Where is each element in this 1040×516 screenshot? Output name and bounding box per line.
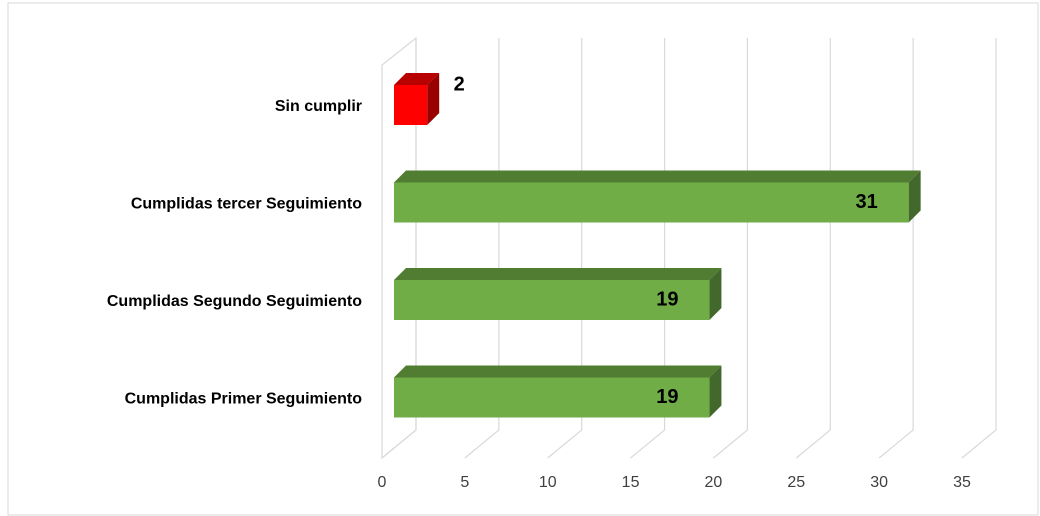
x-tick-label: 15 [622, 474, 640, 491]
side-wall [381, 36, 417, 460]
bar [394, 377, 710, 418]
grid-line [547, 38, 583, 459]
x-tick-label: 25 [787, 474, 805, 491]
bar [394, 85, 428, 125]
data-label: 31 [856, 191, 878, 213]
x-tick-label: 30 [870, 474, 888, 491]
bar-side [427, 73, 440, 125]
grid-line [630, 38, 666, 459]
x-tick-label: 0 [378, 474, 387, 491]
bar-top [394, 268, 722, 280]
x-tick-label: 5 [460, 474, 469, 491]
bar-top [394, 170, 921, 183]
x-tick-label: 10 [539, 474, 557, 491]
bar-side [709, 268, 722, 320]
grid-line [464, 38, 500, 459]
bar-side [908, 170, 921, 223]
bar [394, 280, 710, 320]
grid-line [795, 38, 831, 459]
x-tick-label: 35 [953, 474, 971, 491]
y-tick-label: Cumplidas tercer Seguimiento [131, 196, 362, 213]
data-label: 2 [454, 73, 465, 95]
grid-line [878, 38, 914, 459]
data-label: 19 [656, 288, 678, 310]
y-tick-label: Cumplidas Primer Seguimiento [125, 391, 363, 408]
bar-top [394, 365, 722, 378]
data-label: 19 [656, 386, 678, 408]
bar-side [709, 365, 722, 418]
grid-line [961, 38, 997, 459]
bar [394, 182, 909, 223]
y-tick-label: Sin cumplir [275, 98, 362, 115]
grid-line [713, 38, 749, 459]
chart-border [7, 2, 1039, 516]
y-tick-label: Cumplidas Segundo Seguimiento [107, 293, 362, 310]
x-tick-label: 20 [705, 474, 723, 491]
bar-top [394, 73, 440, 85]
